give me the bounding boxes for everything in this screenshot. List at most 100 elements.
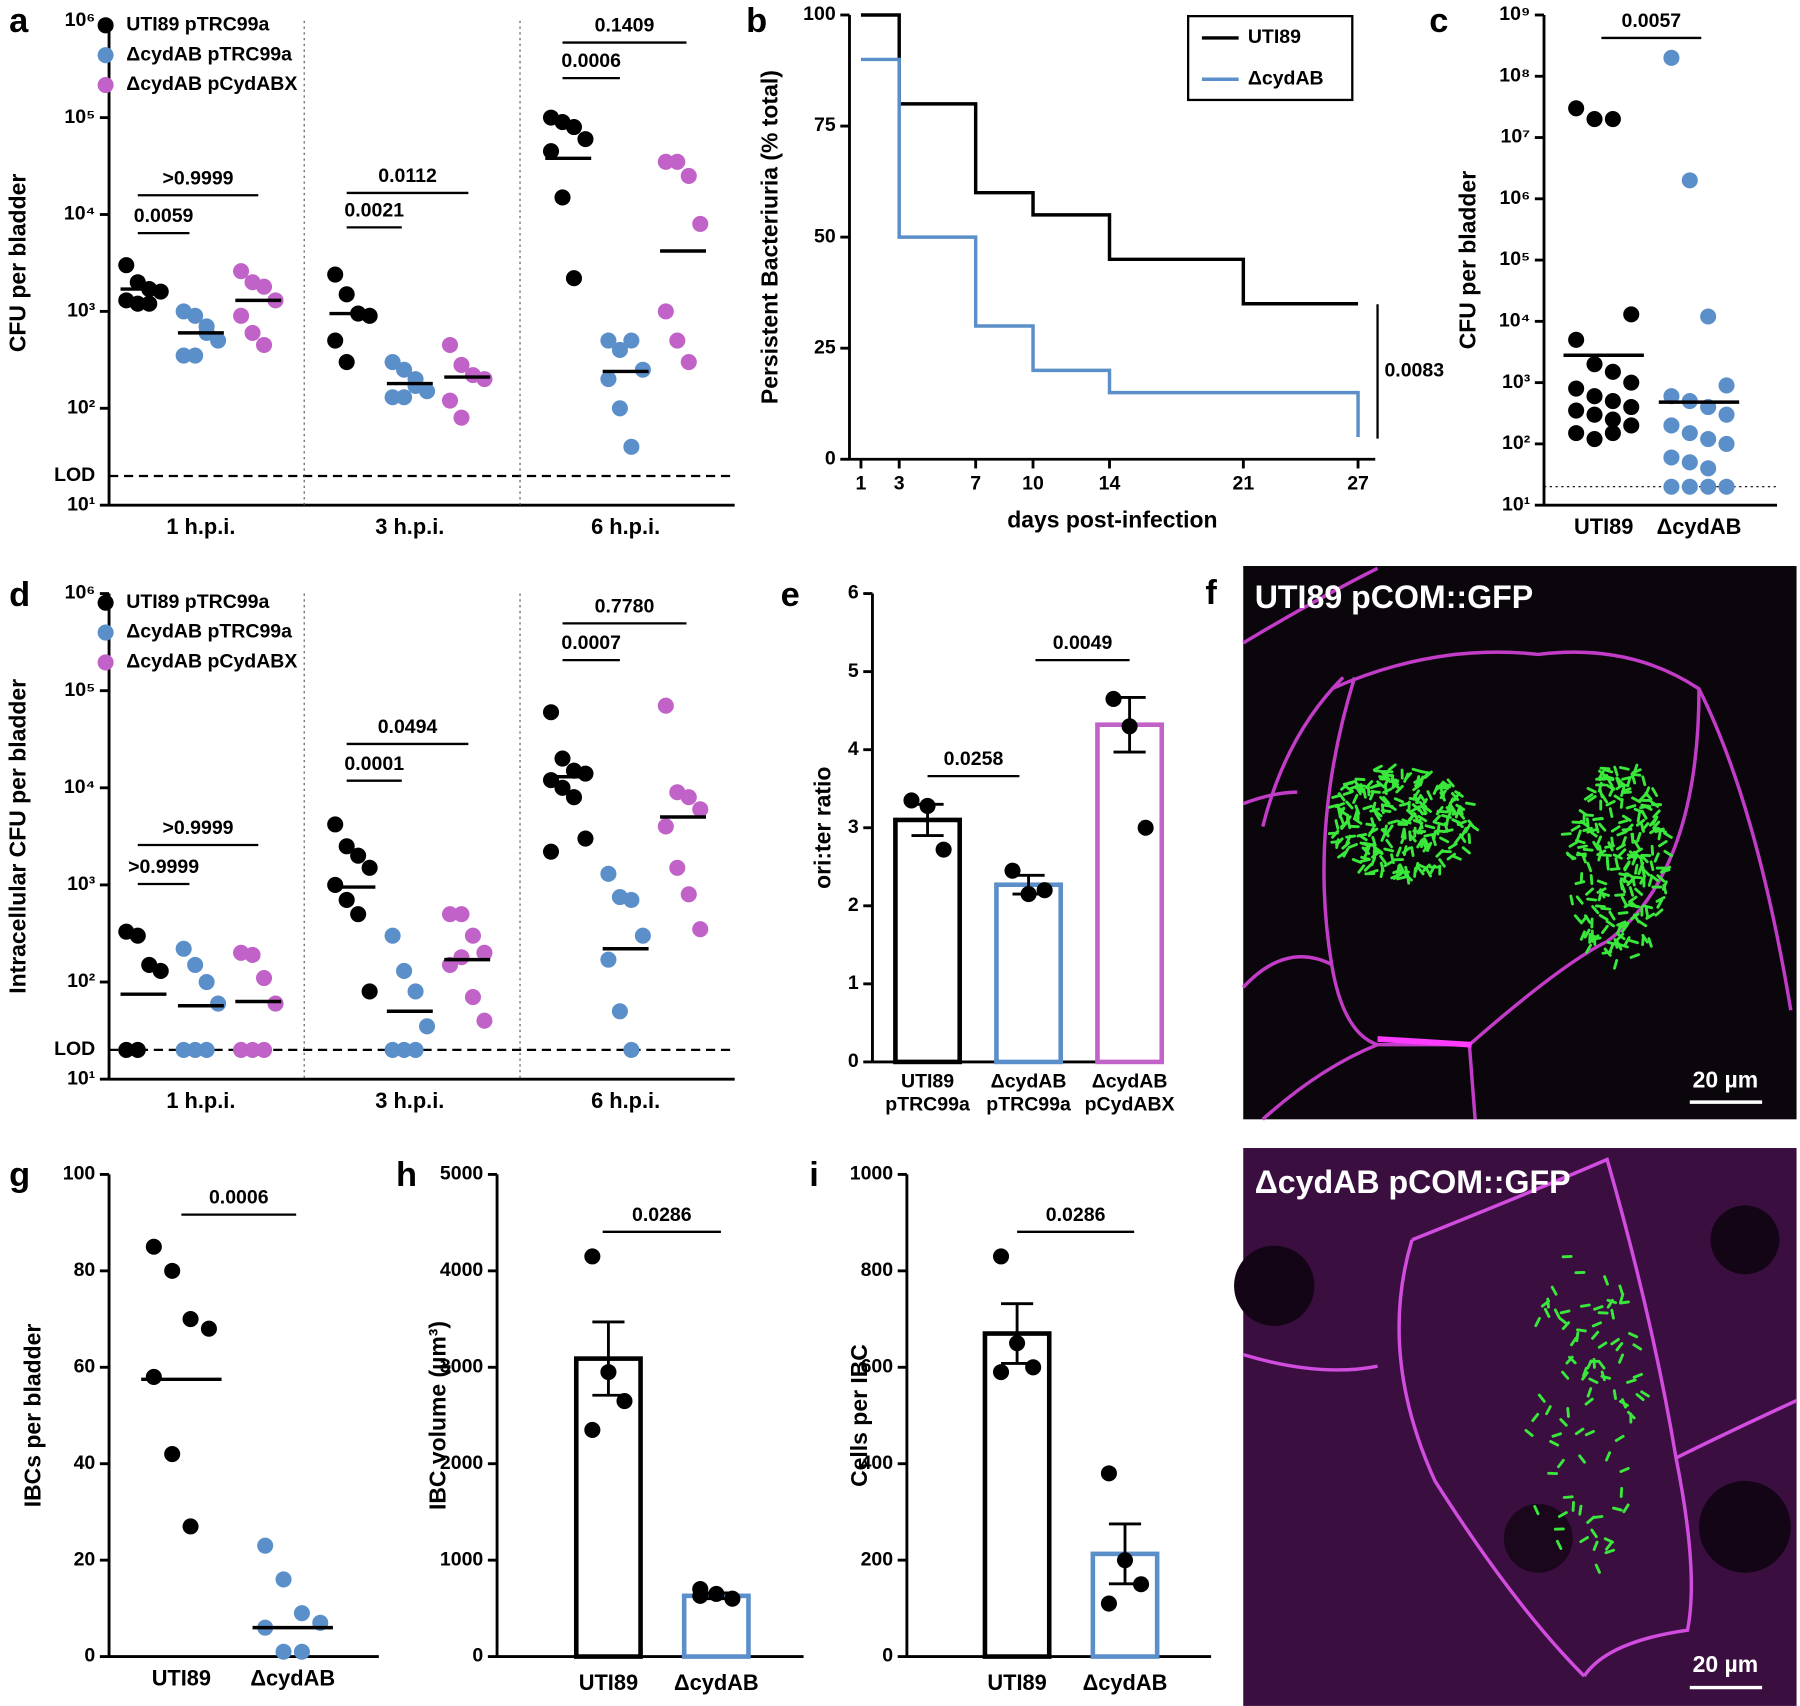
bacterium <box>1610 1337 1620 1346</box>
data-point <box>118 257 135 274</box>
bacterium <box>1636 831 1642 843</box>
bacterium <box>1642 904 1654 910</box>
bacterium <box>1601 853 1612 857</box>
data-point <box>1663 49 1680 66</box>
data-point <box>1663 417 1680 434</box>
bacterium <box>1417 814 1428 823</box>
bacterium <box>1586 1387 1593 1398</box>
bacterium <box>1614 893 1626 897</box>
data-point <box>724 1590 741 1607</box>
legend-label: UTI89 pTRC99a <box>126 13 269 35</box>
bacterium <box>1585 817 1590 829</box>
p-value: 0.7780 <box>595 595 655 617</box>
bacterium <box>1339 816 1346 827</box>
bacterium <box>1411 803 1421 812</box>
bacterium <box>1408 830 1412 842</box>
bacterium <box>1431 835 1437 847</box>
bacterium <box>1616 932 1626 941</box>
bacterium <box>1353 808 1359 820</box>
data-point <box>198 1041 215 1058</box>
y-tick-label: 2 <box>848 894 859 916</box>
bacterium <box>1579 915 1588 925</box>
bacterium <box>1608 807 1614 818</box>
data-point <box>1025 1359 1042 1376</box>
bacterium <box>1620 895 1628 906</box>
y-tick-label: 10⁵ <box>64 679 95 701</box>
bacterium <box>1385 838 1393 849</box>
bacterium <box>1558 1316 1568 1325</box>
legend-label: UTI89 pTRC99a <box>126 591 269 613</box>
bacterium <box>1628 900 1639 909</box>
data-point <box>244 324 261 341</box>
data-point <box>182 1311 199 1328</box>
bacterium <box>1451 818 1462 825</box>
y-tick-label: 10⁶ <box>65 582 96 604</box>
panel-d: d Intracellular CFU per bladder 10¹ 10² 10³ 1… <box>5 576 735 1113</box>
bacterium <box>1623 936 1631 947</box>
bacterium <box>1534 1317 1541 1328</box>
bacterium <box>1559 1418 1568 1427</box>
x-tick-label: 6 h.p.i. <box>591 514 660 539</box>
bacterium <box>1639 822 1645 833</box>
bacterium <box>1360 855 1371 861</box>
data-point <box>692 1587 709 1604</box>
data-point <box>198 973 215 991</box>
bacterium <box>1655 896 1666 903</box>
bacterium <box>1626 1378 1637 1384</box>
bacterium <box>1586 1515 1596 1524</box>
bacterium <box>1446 778 1455 788</box>
x-tick-label: 1 h.p.i. <box>166 514 235 539</box>
data-point <box>453 906 470 923</box>
bacterium <box>1380 808 1392 813</box>
panel-letter: d <box>9 576 30 614</box>
y-tick-label: 2000 <box>440 1452 484 1474</box>
data-point <box>542 843 560 860</box>
x-tick-label: pTRC99a <box>885 1094 970 1116</box>
bacterium <box>1612 1389 1617 1401</box>
data-point <box>396 962 413 980</box>
bacterium <box>1407 812 1417 822</box>
data-point <box>1036 882 1053 899</box>
bacterium <box>1592 1515 1604 1519</box>
bacterium <box>1605 800 1616 807</box>
bacterium <box>1373 809 1383 818</box>
bacterium <box>1619 766 1630 771</box>
y-tick-label: 10¹ <box>67 493 95 515</box>
bacterium <box>1574 1427 1585 1436</box>
data-point <box>600 332 617 349</box>
data-point <box>327 816 344 833</box>
bacterium <box>1454 790 1464 798</box>
data-point <box>623 891 640 908</box>
bacterium <box>1619 1467 1630 1473</box>
y-tick-label: 10² <box>67 970 96 992</box>
data-point <box>145 1238 162 1255</box>
data-point <box>692 215 709 232</box>
bacterium <box>1640 803 1652 808</box>
bacterium <box>1630 912 1640 921</box>
data-point <box>692 801 709 818</box>
bacterium <box>1582 847 1594 852</box>
bacterium <box>1651 787 1659 797</box>
bacterium <box>1354 786 1365 794</box>
y-tick-label: 1000 <box>440 1548 484 1570</box>
x-tick-label: 3 h.p.i. <box>375 514 444 539</box>
bacterium <box>1549 1440 1560 1447</box>
data-point <box>152 283 169 300</box>
bacterium <box>1371 836 1377 847</box>
bacterium <box>1637 919 1648 928</box>
data-point <box>175 940 192 957</box>
bacterium <box>1396 819 1408 826</box>
y-tick-label: 80 <box>74 1259 96 1281</box>
bacterium <box>1396 864 1401 876</box>
scale-label: 20 µm <box>1693 1067 1759 1093</box>
x-tick-label: ΔcydAB <box>674 1670 759 1695</box>
data-point <box>361 983 378 1000</box>
data-point <box>1116 1552 1134 1569</box>
p-value: 0.0001 <box>344 753 404 775</box>
bacterium <box>1589 874 1594 886</box>
bacterium <box>1588 829 1598 838</box>
data-point <box>611 1003 628 1020</box>
bacterium <box>1625 804 1637 810</box>
bacterium <box>1626 852 1637 860</box>
